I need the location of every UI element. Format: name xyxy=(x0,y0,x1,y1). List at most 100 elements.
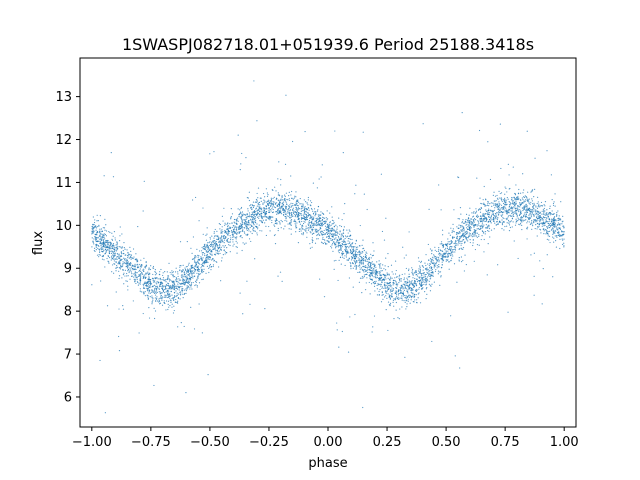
data-point xyxy=(230,237,232,239)
data-point xyxy=(260,197,262,199)
data-point xyxy=(190,267,192,269)
data-point xyxy=(189,273,191,275)
data-point xyxy=(161,288,164,290)
data-point xyxy=(238,227,240,229)
data-point xyxy=(206,251,208,253)
data-point xyxy=(509,226,512,229)
data-point xyxy=(551,218,553,220)
data-point xyxy=(558,217,560,220)
data-point xyxy=(419,302,422,304)
data-point xyxy=(227,228,229,230)
data-point xyxy=(134,275,136,277)
data-point xyxy=(106,241,108,243)
data-point xyxy=(154,288,156,290)
data-point xyxy=(563,238,565,240)
data-point xyxy=(257,228,259,230)
data-point xyxy=(239,168,241,171)
data-point xyxy=(98,235,100,237)
data-point xyxy=(169,295,171,297)
data-point xyxy=(485,224,488,226)
data-point xyxy=(285,208,287,210)
data-point xyxy=(302,217,304,219)
data-point xyxy=(438,261,440,263)
data-point xyxy=(192,281,194,284)
data-point xyxy=(391,277,393,279)
data-point xyxy=(164,286,167,288)
data-point xyxy=(101,238,103,240)
data-point xyxy=(539,215,541,217)
data-point xyxy=(167,293,169,295)
data-point xyxy=(140,277,142,279)
data-point xyxy=(258,217,260,219)
data-point xyxy=(197,275,199,277)
data-point xyxy=(288,210,290,212)
data-point xyxy=(349,248,352,251)
data-point xyxy=(552,232,555,234)
data-point xyxy=(405,288,407,290)
data-point xyxy=(100,228,103,230)
data-point xyxy=(521,221,523,223)
data-point xyxy=(431,268,434,271)
data-point xyxy=(353,259,355,261)
data-point xyxy=(329,225,331,227)
data-point xyxy=(229,227,232,229)
data-point xyxy=(233,243,235,245)
data-point xyxy=(507,209,509,212)
data-point xyxy=(321,238,324,240)
data-point xyxy=(326,243,328,245)
data-point xyxy=(210,269,212,271)
data-point xyxy=(196,286,198,288)
data-point xyxy=(415,270,417,272)
data-point xyxy=(251,215,253,217)
data-point xyxy=(104,242,106,244)
data-point xyxy=(304,206,306,208)
data-point xyxy=(543,204,545,206)
data-point xyxy=(101,243,103,245)
data-point xyxy=(376,284,378,287)
data-point xyxy=(303,211,306,213)
data-point xyxy=(229,239,232,241)
data-point xyxy=(155,290,158,292)
data-point xyxy=(179,269,181,272)
data-point xyxy=(222,230,224,233)
data-point xyxy=(190,276,192,279)
data-point xyxy=(100,236,102,238)
data-point xyxy=(280,198,282,200)
data-point xyxy=(267,217,269,219)
data-point xyxy=(280,209,282,211)
data-point xyxy=(507,198,509,200)
data-point xyxy=(412,268,414,271)
data-point xyxy=(145,274,147,276)
data-point xyxy=(236,246,238,248)
data-point xyxy=(175,279,177,281)
data-point xyxy=(244,223,246,226)
data-point xyxy=(383,284,385,286)
data-point xyxy=(332,223,334,225)
data-point xyxy=(331,230,333,232)
data-point xyxy=(388,273,390,275)
data-point xyxy=(369,278,372,281)
data-point xyxy=(380,285,382,287)
data-point xyxy=(225,223,227,225)
data-point xyxy=(181,270,184,273)
data-point xyxy=(346,251,348,253)
data-point xyxy=(337,235,340,238)
data-point xyxy=(458,176,460,179)
data-point xyxy=(152,273,154,276)
data-point xyxy=(113,251,116,253)
data-point xyxy=(248,214,251,216)
data-point xyxy=(349,245,351,247)
data-point xyxy=(228,244,230,246)
data-point xyxy=(333,228,335,230)
data-point xyxy=(159,302,162,304)
data-point xyxy=(279,223,281,225)
data-point xyxy=(270,201,272,203)
data-point xyxy=(163,285,165,287)
data-point xyxy=(237,228,240,231)
data-point xyxy=(106,245,108,248)
data-point xyxy=(92,241,94,244)
data-point xyxy=(118,246,120,248)
data-point xyxy=(189,288,191,290)
data-point xyxy=(370,257,372,259)
data-point xyxy=(364,269,367,271)
